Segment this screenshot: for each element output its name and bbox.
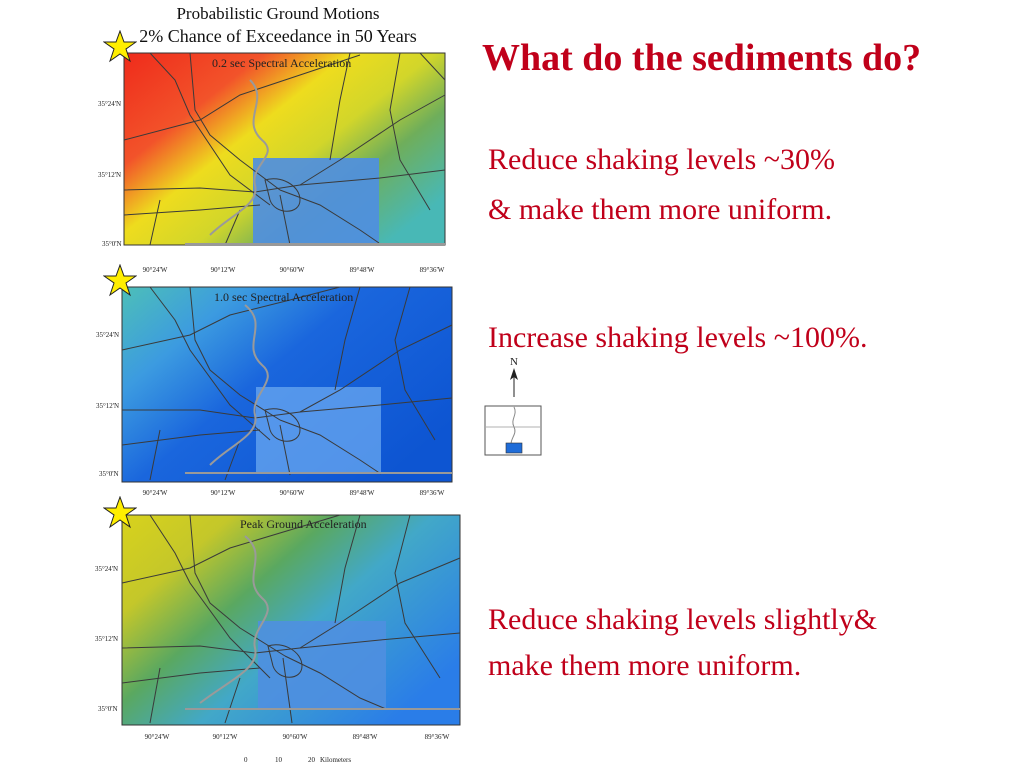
lat-tick-3: 35°0'N: [99, 470, 119, 478]
scale-tick-10: 10: [275, 756, 282, 764]
lon-tick-2: 90°12'W: [210, 266, 236, 274]
lat-tick-3: 35°0'N: [102, 240, 122, 248]
map-panel-1: 0.2 sec Spectral Acceleration 35°24'N 35…: [0, 0, 470, 280]
north-arrow-icon: [510, 368, 518, 397]
lon-tick-3: 90°60'W: [279, 489, 305, 497]
lon-tick-4: 89°48'W: [349, 266, 375, 274]
lat-tick-2: 35°12'N: [96, 402, 120, 410]
north-label: N: [510, 356, 518, 368]
lon-tick-1: 90°24'W: [142, 489, 168, 497]
scale-tick-0: 0: [244, 756, 248, 764]
inset-locator-map: [484, 405, 542, 456]
map-panel-1-graphic: [123, 52, 446, 246]
star-icon: [103, 496, 137, 529]
panel-1-description-line1: Reduce shaking levels ~30%: [488, 143, 835, 176]
map-panel-2-label: 1.0 sec Spectral Acceleration: [214, 290, 354, 304]
figure-title-line2: 2% Chance of Exceedance in 50 Years: [139, 26, 417, 46]
lon-tick-2: 90°12'W: [210, 489, 236, 497]
star-icon: [103, 30, 137, 63]
map-panel-3: Peak Ground Acceleration 35°24'N 35°12'N…: [0, 508, 470, 748]
star-icon: [103, 264, 137, 297]
map-panel-2: 1.0 sec Spectral Acceleration 35°24'N 35…: [0, 280, 470, 500]
lon-tick-4: 89°48'W: [349, 489, 375, 497]
lon-tick-1: 90°24'W: [144, 733, 170, 741]
lat-tick-1: 35°24'N: [98, 100, 122, 108]
lon-tick-5: 89°36'W: [419, 266, 445, 274]
lat-tick-1: 35°24'N: [96, 331, 120, 339]
lat-tick-2: 35°12'N: [95, 635, 119, 643]
figure-title-line1: Probabilistic Ground Motions: [176, 4, 380, 23]
lat-tick-2: 35°12'N: [98, 171, 122, 179]
lat-tick-1: 35°24'N: [95, 565, 119, 573]
slide-heading: What do the sediments do?: [482, 37, 922, 79]
map-panel-3-graphic: [121, 514, 461, 726]
panel-3-description-line1: Reduce shaking levels slightly&: [488, 603, 878, 636]
scale-unit: Kilometers: [320, 756, 352, 764]
scale-tick-20: 20: [308, 756, 315, 764]
panel-2-description-line1: Increase shaking levels ~100%.: [488, 321, 868, 354]
lat-tick-3: 35°0'N: [98, 705, 118, 713]
lon-tick-5: 89°36'W: [424, 733, 450, 741]
lon-tick-4: 89°48'W: [352, 733, 378, 741]
lon-tick-1: 90°24'W: [142, 266, 168, 274]
panel-3-description-line2: make them more uniform.: [488, 649, 802, 682]
lon-tick-2: 90°12'W: [212, 733, 238, 741]
lon-tick-5: 89°36'W: [419, 489, 445, 497]
lon-tick-3: 90°60'W: [282, 733, 308, 741]
map-panel-2-graphic: [121, 286, 453, 483]
map-panel-3-label: Peak Ground Acceleration: [240, 517, 367, 531]
lon-tick-3: 90°60'W: [279, 266, 305, 274]
map-panel-1-label: 0.2 sec Spectral Acceleration: [212, 56, 352, 70]
panel-1-description-line2: & make them more uniform.: [488, 193, 833, 226]
